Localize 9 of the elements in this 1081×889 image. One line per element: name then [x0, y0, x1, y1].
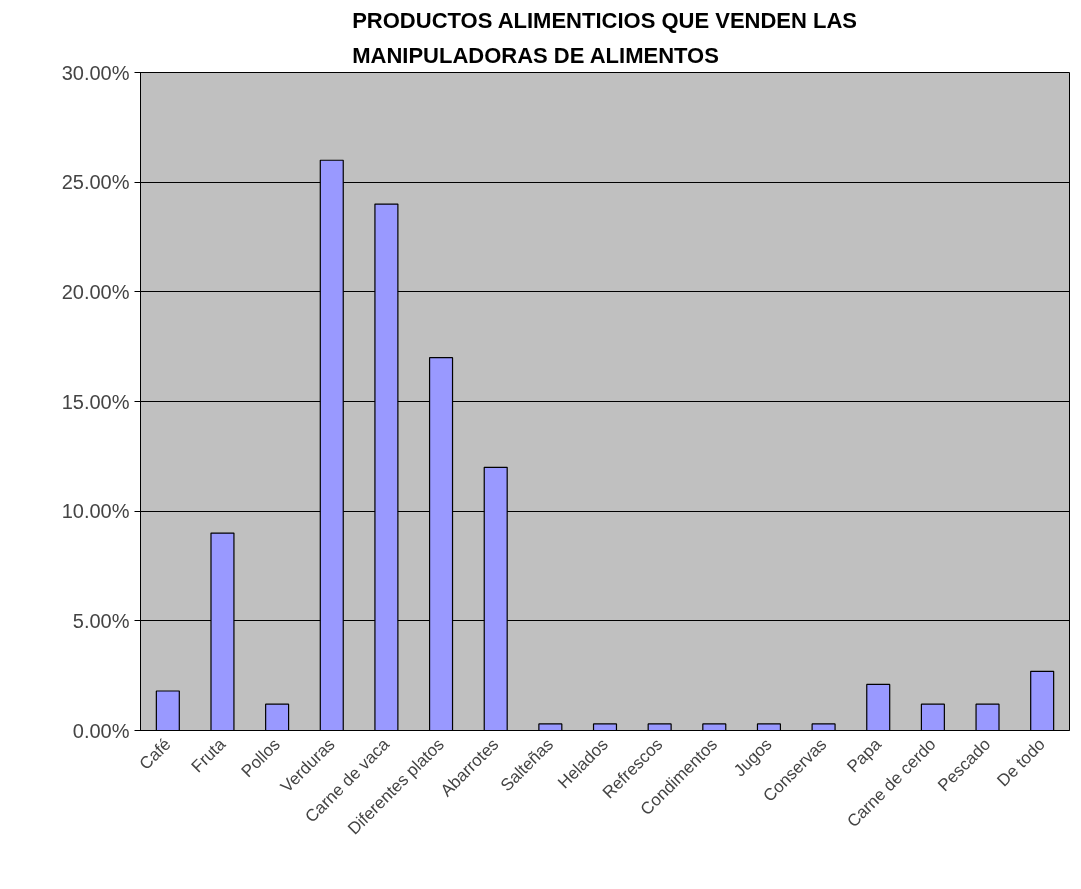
- y-tick-label: 10.00%: [61, 500, 130, 523]
- y-tick-label: 30.00%: [61, 61, 130, 84]
- y-tick-label: 5.00%: [72, 609, 130, 632]
- chart-title: PRODUCTOS ALIMENTICIOS QUE VENDEN LAS MANIPULADORAS DE ALIMENTOS: [352, 7, 858, 68]
- y-tick-label: 20.00%: [61, 280, 130, 303]
- y-tick-label: 0.00%: [72, 719, 130, 742]
- y-tick-label: 15.00%: [61, 390, 130, 413]
- y-tick-label: 25.00%: [61, 171, 130, 194]
- x-tick-label: De todo: [993, 734, 1049, 791]
